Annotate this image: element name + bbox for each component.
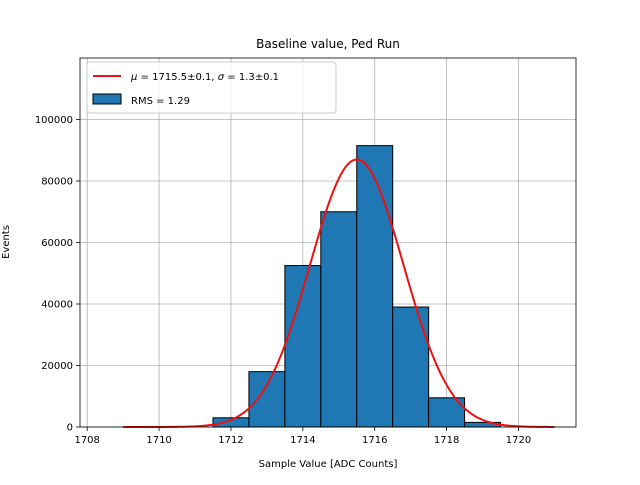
y-tick-label: 0: [67, 423, 73, 434]
legend-histogram-label: RMS = 1.29: [131, 96, 190, 107]
legend-box: [86, 61, 337, 114]
axis-ticks: 1708 1710 1712 1714 1716 1718 1720 0 20000 40000 6…: [35, 115, 531, 446]
histogram-bar: [248, 371, 286, 428]
y-tick-label: 100000: [35, 115, 73, 126]
legend-fit-label: μ = 1715.5±0.1, σ = 1.3±0.1: [130, 72, 279, 83]
chart-title: Baseline value, Ped Run: [256, 37, 400, 51]
y-tick-label: 20000: [41, 361, 73, 372]
x-tick-label: 1710: [146, 435, 171, 446]
x-tick-label: 1716: [362, 435, 387, 446]
histogram-bar: [392, 306, 430, 428]
y-tick-label: 80000: [41, 177, 73, 188]
y-tick-label: 40000: [41, 300, 73, 311]
legend: μ = 1715.5±0.1, σ = 1.3±0.1 RMS = 1.29: [86, 61, 337, 114]
legend-mu-value: = 1715.5±0.1,: [137, 72, 217, 83]
fit-curve-layer: [123, 158, 555, 428]
legend-histogram-swatch: [92, 93, 122, 105]
histogram-bar: [320, 211, 358, 428]
x-tick-label: 1718: [434, 435, 459, 446]
gaussian-fit-curve: [123, 158, 555, 428]
y-axis-label: Events: [1, 225, 12, 259]
x-axis-label: Sample Value [ADC Counts]: [259, 459, 398, 470]
histogram-bar: [356, 145, 394, 428]
legend-mu-symbol: μ: [130, 72, 137, 83]
legend-sigma-symbol: σ: [218, 72, 225, 83]
legend-sigma-value: = 1.3±0.1: [224, 72, 279, 83]
x-tick-label: 1720: [506, 435, 531, 446]
x-tick-label: 1714: [290, 435, 315, 446]
histogram-bars: [212, 145, 502, 428]
y-tick-label: 60000: [41, 238, 73, 249]
x-tick-label: 1708: [74, 435, 99, 446]
x-tick-label: 1712: [218, 435, 243, 446]
